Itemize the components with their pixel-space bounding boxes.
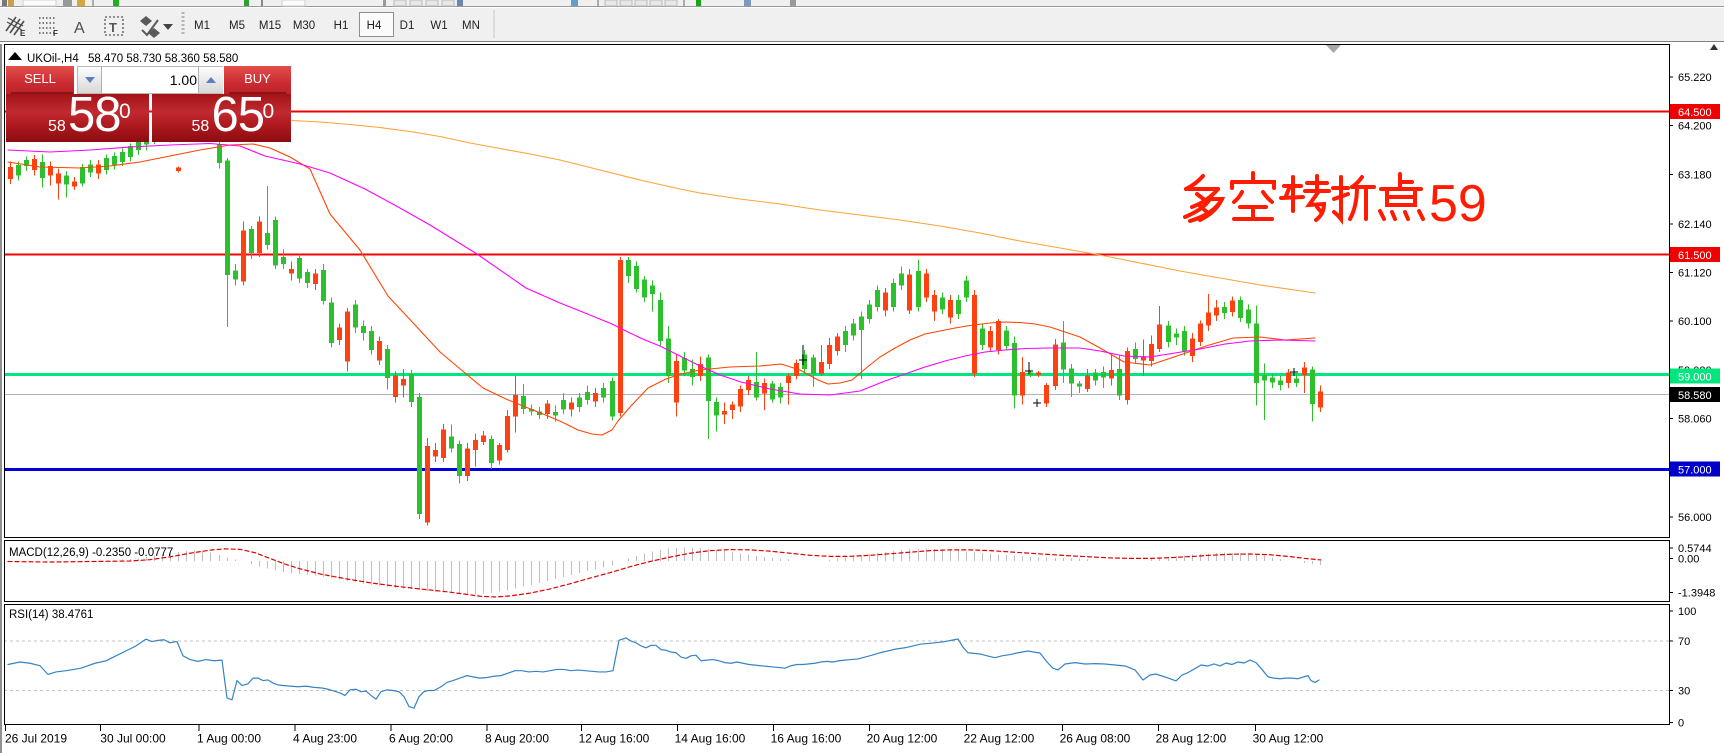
svg-text:64.200: 64.200: [1678, 121, 1712, 133]
svg-text:M30: M30: [293, 20, 315, 32]
svg-text:M15: M15: [259, 20, 281, 32]
svg-text:D1: D1: [400, 20, 415, 32]
svg-text:M1: M1: [194, 20, 210, 32]
svg-text:30 Aug 12:00: 30 Aug 12:00: [1253, 732, 1324, 746]
svg-text:12 Aug 16:00: 12 Aug 16:00: [579, 732, 650, 746]
svg-text:22 Aug 12:00: 22 Aug 12:00: [964, 732, 1035, 746]
svg-text:70: 70: [1678, 636, 1690, 648]
svg-text:14 Aug 16:00: 14 Aug 16:00: [675, 732, 746, 746]
svg-text:60.100: 60.100: [1678, 316, 1712, 328]
svg-text:61.120: 61.120: [1678, 268, 1712, 280]
svg-text:RSI(14) 38.4761: RSI(14) 38.4761: [9, 609, 93, 621]
svg-text:4 Aug 23:00: 4 Aug 23:00: [293, 732, 357, 746]
svg-text:1 Aug 00:00: 1 Aug 00:00: [197, 732, 261, 746]
svg-text:MACD(12,26,9) -0.2350 -0.0777: MACD(12,26,9) -0.2350 -0.0777: [9, 547, 173, 559]
svg-text:57.000: 57.000: [1678, 465, 1712, 477]
svg-text:M5: M5: [229, 20, 245, 32]
svg-text:6 Aug 20:00: 6 Aug 20:00: [389, 732, 453, 746]
svg-text:F: F: [53, 29, 58, 38]
svg-text:59.000: 59.000: [1678, 372, 1712, 384]
svg-text:W1: W1: [430, 20, 447, 32]
svg-text:H4: H4: [367, 20, 382, 32]
svg-text:30: 30: [1678, 686, 1690, 698]
svg-text:MN: MN: [462, 20, 480, 32]
svg-text:26 Aug 08:00: 26 Aug 08:00: [1060, 732, 1131, 746]
svg-text:A: A: [74, 20, 85, 37]
svg-text:100: 100: [1678, 606, 1696, 618]
svg-text:UKOil-,H4: UKOil-,H4: [27, 53, 79, 65]
svg-text:16 Aug 16:00: 16 Aug 16:00: [771, 732, 842, 746]
svg-text:26 Jul 2019: 26 Jul 2019: [5, 732, 67, 746]
svg-text:58.580: 58.580: [1678, 390, 1712, 402]
svg-text:8 Aug 20:00: 8 Aug 20:00: [485, 732, 549, 746]
svg-text:30 Jul 00:00: 30 Jul 00:00: [100, 732, 166, 746]
svg-text:H1: H1: [334, 20, 349, 32]
svg-text:E: E: [20, 29, 26, 38]
svg-text:0: 0: [1678, 718, 1684, 730]
svg-text:28 Aug 12:00: 28 Aug 12:00: [1156, 732, 1227, 746]
svg-text:58.060: 58.060: [1678, 414, 1712, 426]
svg-text:T: T: [109, 20, 117, 35]
svg-text:0.5744: 0.5744: [1678, 543, 1712, 555]
svg-text:59: 59: [1429, 175, 1487, 233]
svg-text:61.500: 61.500: [1678, 250, 1712, 262]
svg-text:56.000: 56.000: [1678, 512, 1712, 524]
svg-text:58.470 58.730 58.360 58.580: 58.470 58.730 58.360 58.580: [88, 53, 238, 65]
svg-text:62.140: 62.140: [1678, 219, 1712, 231]
svg-text:-1.3948: -1.3948: [1678, 588, 1715, 600]
svg-text:65.220: 65.220: [1678, 72, 1712, 84]
svg-text:64.500: 64.500: [1678, 107, 1712, 119]
svg-text:0.00: 0.00: [1678, 554, 1699, 566]
svg-text:63.180: 63.180: [1678, 169, 1712, 181]
svg-text:20 Aug 12:00: 20 Aug 12:00: [867, 732, 938, 746]
